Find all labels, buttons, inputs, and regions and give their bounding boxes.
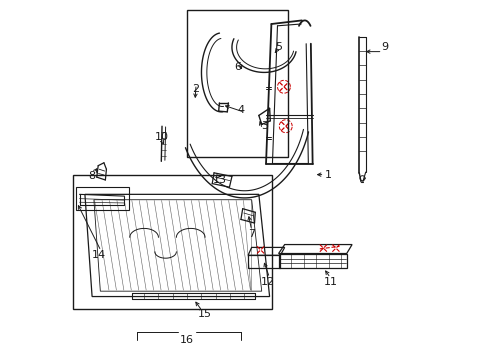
Text: 2: 2 xyxy=(192,84,199,94)
Text: 3: 3 xyxy=(260,121,267,131)
Text: 9: 9 xyxy=(380,42,387,52)
Text: 8: 8 xyxy=(88,171,96,181)
Text: 14: 14 xyxy=(92,250,106,260)
Text: 6: 6 xyxy=(233,62,240,72)
Text: 10: 10 xyxy=(155,132,169,142)
Bar xyxy=(76,187,129,211)
Text: 15: 15 xyxy=(198,310,212,319)
Text: 11: 11 xyxy=(323,277,337,287)
Text: 13: 13 xyxy=(212,175,226,185)
Text: 12: 12 xyxy=(260,277,274,287)
Bar xyxy=(187,10,287,157)
Text: 4: 4 xyxy=(237,105,244,115)
Text: 5: 5 xyxy=(275,42,282,52)
Text: 7: 7 xyxy=(247,229,255,239)
Text: 16: 16 xyxy=(180,334,194,345)
Bar xyxy=(73,175,271,309)
Text: 1: 1 xyxy=(325,170,331,180)
